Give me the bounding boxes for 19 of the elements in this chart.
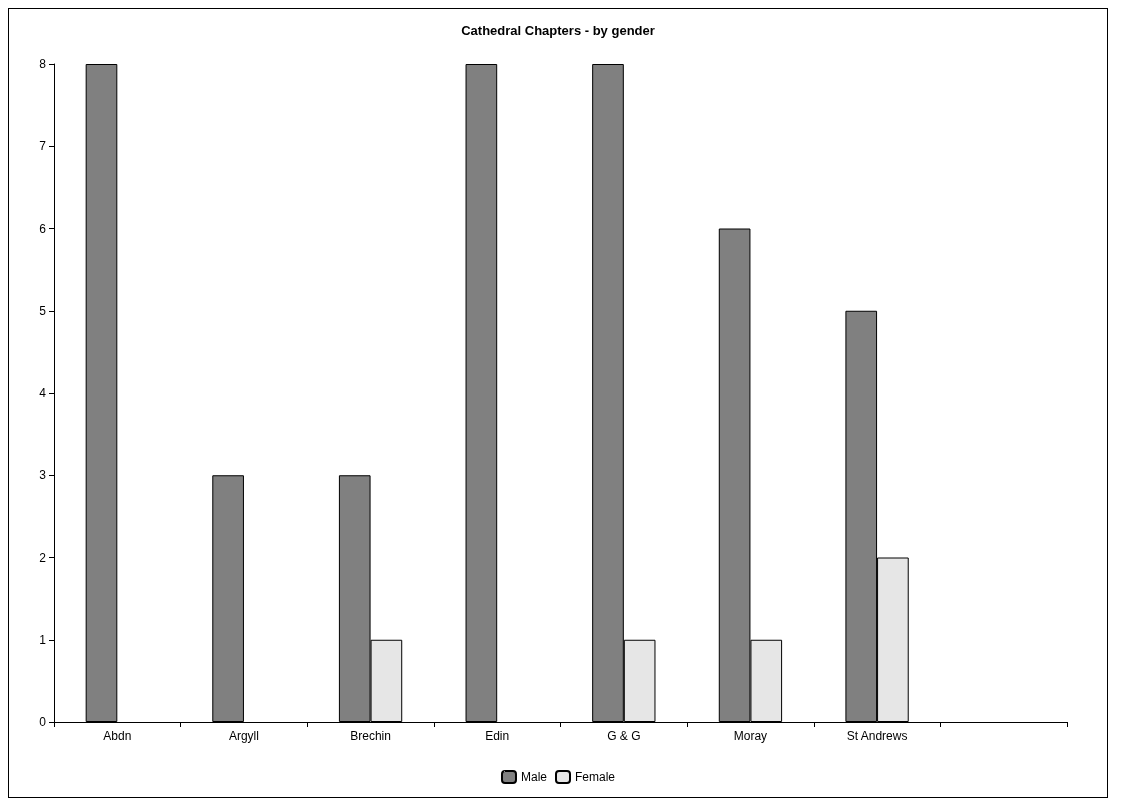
x-tick-label: Edin: [485, 729, 510, 743]
x-tick-label: Argyll: [228, 729, 259, 743]
x-tick-label: Moray: [733, 729, 768, 743]
y-tick-label: 7: [39, 139, 47, 154]
y-tick-label: 8: [39, 57, 47, 71]
x-tick-label: St Andrews: [846, 729, 908, 743]
x-tick-label: G & G: [607, 729, 641, 743]
y-tick-label: 0: [39, 715, 47, 729]
chart-title: Cathedral Chapters - by gender: [461, 23, 655, 38]
x-tick-label: Brechin: [350, 729, 391, 743]
legend-label: Male: [520, 770, 548, 784]
legend-label: Female: [575, 770, 616, 784]
x-tick-label: Abdn: [103, 729, 132, 743]
y-tick-label: 4: [39, 386, 47, 400]
y-tick-label: 6: [39, 221, 47, 236]
y-tick-label: 3: [39, 468, 47, 483]
y-tick-label: 2: [39, 550, 47, 565]
y-tick-label: 1: [39, 632, 47, 647]
y-tick-label: 5: [39, 303, 47, 318]
